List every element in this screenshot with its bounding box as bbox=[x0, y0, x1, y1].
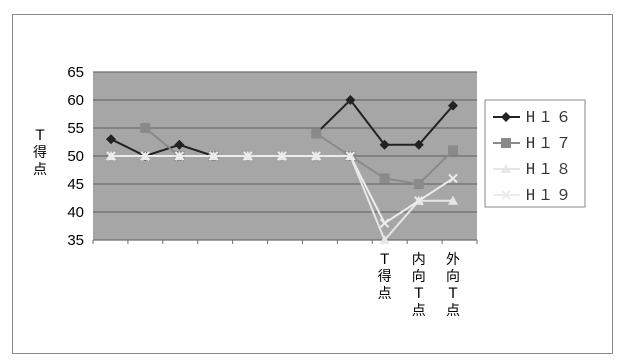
data-point-h16 bbox=[174, 139, 185, 150]
legend-marker-h19 bbox=[501, 190, 511, 200]
data-point-h19 bbox=[277, 151, 287, 161]
x-category-label: 外 bbox=[446, 252, 460, 268]
y-tick-label: 65 bbox=[67, 64, 84, 81]
data-point-h17 bbox=[413, 179, 424, 189]
legend-label-h17: H１７ bbox=[526, 134, 574, 152]
y-tick-label: 50 bbox=[67, 148, 84, 165]
y-axis-label: 点 bbox=[33, 162, 47, 178]
data-point-h18 bbox=[379, 235, 390, 244]
data-point-h18 bbox=[448, 195, 458, 205]
data-point-h17 bbox=[140, 123, 151, 133]
y-tick-label: 45 bbox=[67, 176, 84, 193]
data-point-h16 bbox=[448, 100, 458, 111]
data-point-h19 bbox=[379, 218, 390, 228]
data-point-h17 bbox=[448, 145, 458, 156]
y-tick-label: 60 bbox=[67, 92, 84, 109]
x-category-label: 点 bbox=[412, 303, 426, 319]
legend-label-h16: H１６ bbox=[526, 108, 574, 126]
data-point-h16 bbox=[379, 139, 390, 150]
legend-label-h18: H１８ bbox=[526, 160, 574, 178]
y-tick-label: 40 bbox=[67, 204, 84, 221]
data-point-h19 bbox=[448, 173, 458, 184]
x-category-label: 向 bbox=[412, 269, 426, 285]
x-category-label: 向 bbox=[446, 269, 460, 285]
data-point-h19 bbox=[345, 151, 356, 161]
series-line-h16 bbox=[110, 138, 214, 158]
data-point-h19 bbox=[311, 151, 321, 161]
data-point-h19 bbox=[174, 151, 185, 161]
data-point-h19 bbox=[414, 196, 424, 206]
x-category-label: T bbox=[448, 286, 458, 302]
x-category-label: 点 bbox=[378, 286, 392, 302]
data-point-h16 bbox=[106, 134, 116, 145]
data-point-h17 bbox=[379, 173, 390, 184]
y-axis-label: 得 bbox=[33, 144, 47, 161]
data-point-h19 bbox=[140, 151, 150, 161]
y-tick-label: 35 bbox=[67, 232, 84, 249]
x-category-label: T bbox=[379, 252, 389, 268]
legend-marker-h17 bbox=[501, 138, 511, 148]
legend-label-h19: H１９ bbox=[526, 186, 574, 204]
legend-marker-h16 bbox=[501, 112, 511, 122]
data-point-h17 bbox=[311, 128, 322, 139]
data-point-h16 bbox=[413, 139, 424, 150]
data-point-h19 bbox=[106, 151, 116, 161]
x-category-label: 得 bbox=[378, 268, 392, 285]
data-point-h19 bbox=[208, 151, 219, 161]
y-axis-label: T bbox=[35, 128, 45, 144]
y-tick-label: 55 bbox=[67, 120, 84, 137]
data-point-h19 bbox=[243, 151, 253, 161]
x-category-label: T bbox=[414, 286, 424, 302]
x-category-label: 内 bbox=[412, 252, 426, 268]
x-category-label: 点 bbox=[446, 303, 460, 319]
data-point-h16 bbox=[345, 95, 356, 105]
legend-marker-h18 bbox=[501, 164, 511, 173]
